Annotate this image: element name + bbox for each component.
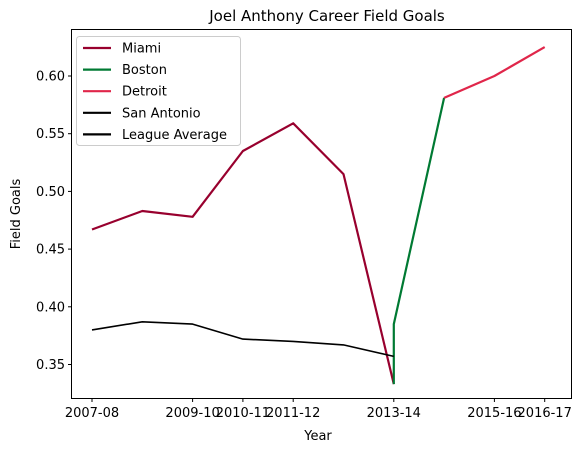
x-tick-label: 2009-10: [165, 406, 219, 421]
x-tick-label: 2013-14: [367, 406, 421, 421]
x-tick-label: 2016-17: [518, 406, 572, 421]
plot-frame: [71, 29, 572, 399]
x-axis-label: Year: [303, 429, 332, 444]
series-line-league-average: [91, 320, 394, 358]
y-axis-label: Field Goals: [9, 179, 24, 250]
y-tick-label: 0.55: [36, 127, 65, 142]
legend-label-san-antonio: San Antonio: [122, 106, 201, 121]
legend: Miami Boston Detroit San Antonio League Aver…: [76, 36, 241, 146]
legend-box: [76, 36, 241, 146]
y-tick-label: 0.60: [36, 70, 65, 85]
x-tick-label: 2011-12: [266, 406, 320, 421]
x-tick-label: 2015-16: [467, 406, 521, 421]
x-tick-label: 2010-11: [216, 406, 270, 421]
series-line-detroit: [443, 46, 546, 99]
y-axis-ticks: 0.35 0.40 0.45 0.50 0.55 0.60: [36, 70, 72, 373]
x-tick-label: 2007-08: [65, 406, 119, 421]
y-tick-label: 0.35: [36, 358, 65, 373]
legend-label-boston: Boston: [122, 63, 167, 78]
y-tick-label: 0.40: [36, 300, 65, 315]
series-line-miami: [91, 122, 395, 385]
legend-label-league-average: League Average: [122, 128, 227, 143]
y-tick-label: 0.45: [36, 243, 65, 258]
chart-title: Joel Anthony Career Field Goals: [208, 7, 445, 25]
legend-label-detroit: Detroit: [122, 85, 167, 100]
y-tick-label: 0.50: [36, 185, 65, 200]
series-line-boston: [392, 97, 446, 385]
legend-label-miami: Miami: [122, 42, 161, 57]
series-layer: [91, 46, 546, 385]
